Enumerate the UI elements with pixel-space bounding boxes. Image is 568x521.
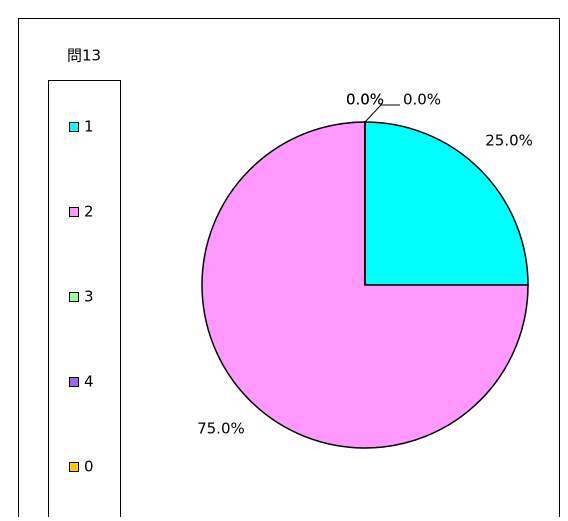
data-label: 75.0%: [197, 420, 245, 438]
legend-marker: [69, 207, 79, 217]
legend-label: 4: [84, 373, 94, 391]
legend-label: 3: [84, 288, 94, 306]
legend-box: [48, 80, 121, 521]
legend-marker: [69, 462, 79, 472]
leader-line: [364, 104, 400, 123]
data-label: 0.0%: [346, 91, 384, 109]
chart-title: 問13: [67, 47, 101, 65]
pie-slice: [364, 121, 529, 286]
legend-marker: [69, 122, 79, 132]
data-label: 0.0%: [403, 91, 441, 109]
legend-label: 2: [84, 203, 94, 221]
legend-label: 0: [84, 458, 94, 476]
data-label: 0.0%: [346, 91, 384, 109]
legend-marker: [69, 377, 79, 387]
pie-slice: [201, 121, 529, 449]
legend-marker: [69, 292, 79, 302]
legend-label: 1: [84, 118, 94, 136]
data-label: 25.0%: [485, 131, 533, 149]
